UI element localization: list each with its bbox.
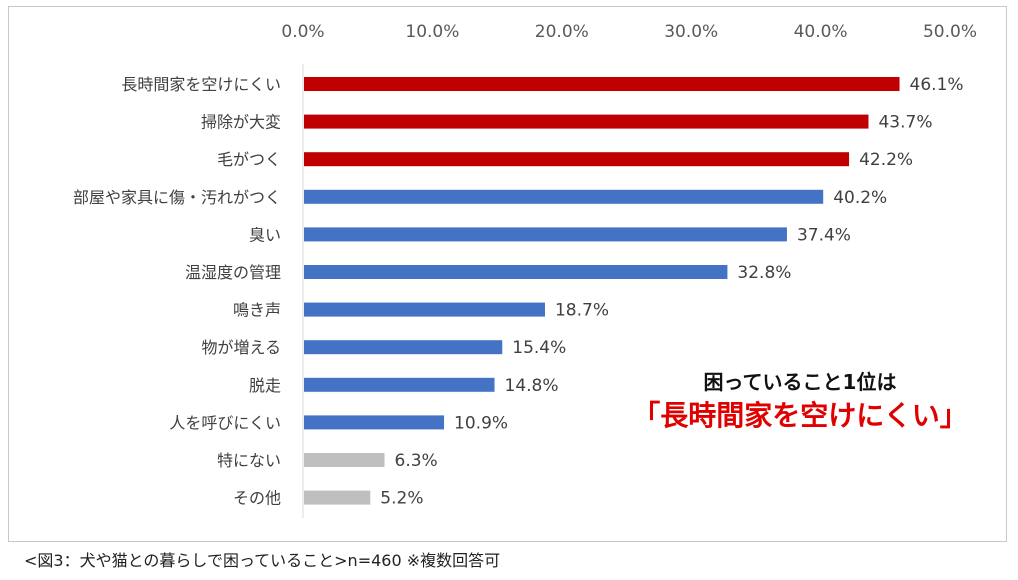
bar	[304, 227, 787, 242]
value-label: 5.2%	[380, 489, 423, 509]
x-tick-label: 50.0%	[923, 22, 977, 42]
category-label: 脱走	[249, 376, 281, 395]
bar	[304, 114, 869, 129]
category-label: 毛がつく	[217, 150, 281, 169]
category-label: その他	[233, 489, 281, 508]
category-label: 特にない	[217, 451, 281, 470]
bar	[304, 265, 728, 279]
value-label: 10.9%	[454, 413, 508, 433]
category-label: 人を呼びにくい	[169, 413, 281, 432]
value-label: 43.7%	[878, 113, 932, 133]
x-tick-label: 20.0%	[535, 22, 589, 42]
bar	[304, 189, 824, 204]
x-tick-label: 40.0%	[794, 22, 848, 42]
category-label: 部屋や家具に傷・汚れがつく	[73, 188, 281, 207]
value-label: 40.2%	[833, 188, 887, 208]
bar	[304, 152, 850, 167]
annotation-heading: 困っていること1位は	[703, 370, 897, 394]
value-label: 32.8%	[737, 263, 791, 283]
value-label: 6.3%	[395, 451, 438, 471]
annotation-highlight: 「長時間家を空けにくい」	[632, 399, 968, 432]
category-label: 温湿度の管理	[185, 263, 281, 282]
category-label: 鳴き声	[233, 301, 281, 320]
bar	[304, 490, 371, 505]
x-tick-label: 10.0%	[405, 22, 459, 42]
bar	[304, 415, 445, 430]
value-label: 37.4%	[797, 225, 851, 245]
x-tick-label: 0.0%	[281, 22, 324, 42]
chart-frame	[8, 6, 1007, 542]
x-tick-label: 30.0%	[664, 22, 718, 42]
value-label: 14.8%	[505, 376, 559, 396]
bar	[304, 377, 495, 392]
category-label: 掃除が大変	[201, 113, 281, 132]
value-label: 42.2%	[859, 150, 913, 170]
category-label: 臭い	[249, 225, 281, 244]
category-label: 長時間家を空けにくい	[121, 75, 281, 94]
figure-caption: <図3：犬や猫との暮らしで困っていること>n=460 ※複数回答可	[24, 551, 501, 570]
value-label: 46.1%	[910, 75, 964, 95]
bar	[304, 302, 545, 317]
value-label: 15.4%	[512, 338, 566, 358]
bar	[304, 77, 900, 91]
category-label: 物が増える	[201, 338, 281, 357]
bar	[304, 340, 503, 355]
bar	[304, 453, 385, 467]
value-label: 18.7%	[555, 301, 609, 321]
